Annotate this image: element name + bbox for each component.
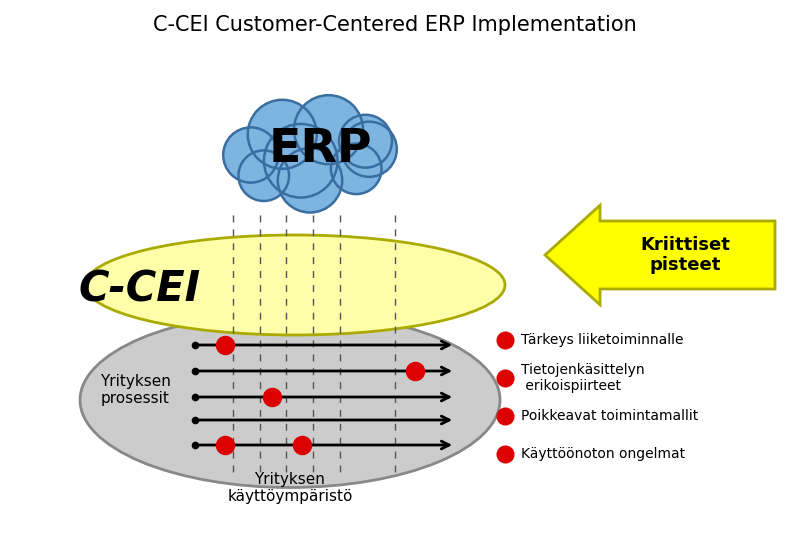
Ellipse shape (85, 235, 505, 335)
Circle shape (238, 150, 289, 201)
Circle shape (264, 124, 337, 198)
Polygon shape (545, 205, 775, 305)
Circle shape (294, 95, 363, 164)
Text: Tärkeys liiketoiminnalle: Tärkeys liiketoiminnalle (521, 333, 683, 347)
Circle shape (339, 115, 392, 168)
Circle shape (248, 100, 316, 169)
Circle shape (342, 121, 397, 177)
Circle shape (331, 144, 382, 194)
Circle shape (278, 148, 342, 213)
Text: Käyttöönoton ongelmat: Käyttöönoton ongelmat (521, 447, 685, 461)
Text: ERP: ERP (268, 128, 372, 172)
Circle shape (223, 128, 278, 183)
Text: Yrityksen
käyttöympäristö: Yrityksen käyttöympäristö (227, 472, 352, 504)
Text: C-CEI: C-CEI (79, 269, 201, 311)
Text: Kriittiset
pisteet: Kriittiset pisteet (640, 236, 730, 274)
Text: Tietojenkäsittelyn
 erikoispiirteet: Tietojenkäsittelyn erikoispiirteet (521, 363, 645, 393)
Text: C-CEI Customer-Centered ERP Implementation: C-CEI Customer-Centered ERP Implementati… (153, 15, 637, 35)
Text: Yrityksen
prosessit: Yrityksen prosessit (100, 374, 170, 406)
Text: Poikkeavat toimintamallit: Poikkeavat toimintamallit (521, 409, 698, 423)
Ellipse shape (80, 312, 500, 487)
